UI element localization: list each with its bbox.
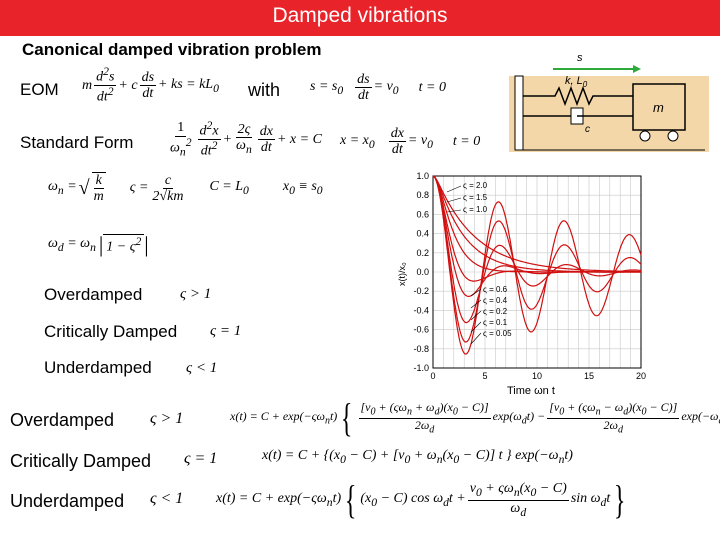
s-label: s: [577, 52, 583, 64]
underdamped-condition-mid: ς < 1: [186, 360, 218, 376]
x-tick-label: 10: [532, 371, 542, 381]
y-tick-label: 1.0: [416, 171, 429, 181]
zeta-pointer: [470, 288, 482, 297]
underdamped-condition: ς < 1: [150, 490, 184, 507]
standard-form-label: Standard Form: [20, 133, 134, 152]
response-plot: 1.0 0.8 0.6 0.4 0.2 0.0 -0.2 -0.4 -0.6 -0.8 -1.0 0…: [397, 171, 646, 397]
spring-label: k, L0: [565, 75, 588, 89]
y-tick-labels: 1.0 0.8 0.6 0.4 0.2 0.0 -0.2 -0.4 -0.6 -0.8 -1.0: [413, 171, 429, 373]
zeta-pointer: [446, 197, 462, 203]
mass-block: [632, 83, 686, 131]
overdamped-condition: ς > 1: [150, 410, 184, 427]
overdamped-label: Overdamped: [10, 410, 115, 430]
x-tick-labels: 0 5 10 15 20: [430, 371, 646, 381]
response-curve: [432, 175, 642, 355]
mass-spring-damper-diagram: s k, L0 c m: [509, 52, 709, 152]
critically-damped-condition-mid: ς = 1: [210, 323, 242, 339]
y-tick-label: 0.6: [416, 209, 429, 219]
eom-initial-conditions: s = s0 ds dt = v0 t = 0: [310, 72, 446, 104]
critically-damped-solution: x(t) = C + {(x0 − C) + [v0 + ωn(x0 − C)]…: [262, 448, 573, 466]
overdamped-solution: x(t) = C + exp(−ςωnt) { [v0 + (ςωn + ωd)…: [230, 395, 720, 440]
y-tick-label: 0.0: [416, 267, 429, 277]
response-curve: [432, 175, 642, 324]
zeta-labels-top: ς = 2.0 ς = 1.5 ς = 1.0: [446, 181, 488, 214]
x-tick-label: 0: [430, 371, 435, 381]
zeta-pointer: [446, 185, 462, 193]
standard-form-initial-conditions: x = x0 dx dt = v0 t = 0: [340, 126, 481, 158]
zeta-label: ς = 2.0: [463, 181, 488, 190]
spring: [523, 85, 633, 107]
eom-label: EOM: [20, 80, 59, 99]
x-axis-label: Time ωn t: [507, 385, 555, 397]
underdamped-solution: x(t) = C + exp(−ςωnt) { (x0 − C) cos ωdt…: [216, 477, 626, 522]
zeta-pointer: [470, 332, 482, 345]
y-tick-label: -0.2: [413, 286, 429, 296]
y-tick-label: 0.4: [416, 229, 429, 239]
zeta-labels-bottom: ς = 0.6 ς = 0.4 ς = 0.2 ς = 0.1 ς = 0.05: [470, 285, 512, 345]
y-tick-label: -0.4: [413, 305, 429, 315]
zeta-pointer: [446, 209, 462, 213]
standard-form-equation: 1 ωn2 d2x dt2 + 2ς ωn dx dt + x = C: [170, 119, 322, 159]
wheel-right: [667, 130, 679, 142]
zeta-pointer: [470, 299, 482, 309]
zeta-label: ς = 0.1: [483, 318, 508, 327]
zeta-label: ς = 0.05: [483, 329, 512, 338]
wheel-left: [639, 130, 651, 142]
response-curves: [432, 175, 642, 355]
zeta-label: ς = 0.2: [483, 307, 508, 316]
critically-damped-label-mid: Critically Damped: [44, 322, 178, 341]
wall: [514, 75, 524, 151]
zeta-pointer: [470, 321, 482, 333]
subtitle: Canonical damped vibration problem: [22, 40, 322, 59]
page-title: Damped vibrations: [272, 4, 448, 27]
response-curve: [432, 175, 641, 297]
y-tick-label: -0.8: [413, 344, 429, 354]
y-tick-label: 0.2: [416, 248, 429, 258]
with-label: with: [248, 80, 281, 100]
eom-equation: m d2s dt2 + c ds dt + ks = kL0: [82, 65, 219, 105]
zeta-label: ς = 0.4: [483, 296, 508, 305]
damper-label: c: [585, 124, 590, 135]
underdamped-label-mid: Underdamped: [44, 358, 152, 377]
critically-damped-condition: ς = 1: [184, 450, 218, 467]
zeta-label: ς = 0.6: [483, 285, 508, 294]
y-axis-label: x(t)/x₀: [397, 262, 407, 286]
zeta-label: ς = 1.0: [463, 205, 488, 214]
y-tick-label: -0.6: [413, 325, 429, 335]
overdamped-condition-mid: ς > 1: [180, 286, 212, 302]
response-curve: [432, 175, 641, 273]
y-tick-label: 0.8: [416, 190, 429, 200]
y-tick-label: -1.0: [413, 363, 429, 373]
title-bar: [0, 0, 720, 36]
x-tick-label: 15: [584, 371, 594, 381]
critically-damped-label: Critically Damped: [10, 451, 152, 471]
underdamped-label: Underdamped: [10, 491, 125, 511]
x-tick-label: 5: [482, 371, 487, 381]
response-curve: [432, 175, 642, 343]
overdamped-label-mid: Overdamped: [44, 285, 143, 304]
zeta-pointer: [470, 310, 482, 321]
zeta-label: ς = 1.5: [463, 193, 488, 202]
x-tick-label: 20: [636, 371, 646, 381]
damped-frequency-definition: ωd = ωn | 1 − ς2 |: [48, 232, 149, 257]
displacement-arrowhead: [633, 65, 641, 73]
mass-label: m: [653, 100, 664, 115]
